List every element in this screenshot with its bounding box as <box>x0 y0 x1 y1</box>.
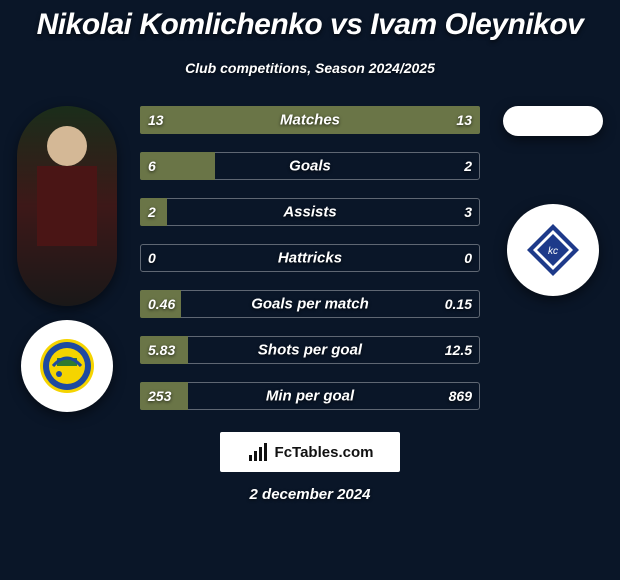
svg-text:kc: kc <box>548 246 558 257</box>
stat-label: Assists <box>140 204 480 221</box>
stat-label: Goals per match <box>140 296 480 313</box>
footer-brand: FcTables.com <box>220 432 400 472</box>
stat-label: Shots per goal <box>140 342 480 359</box>
stats-column: 13 Matches 13 6 Goals 2 2 Assists 3 <box>140 106 480 410</box>
stat-val-right: 12.5 <box>445 342 472 358</box>
stat-row-matches: 13 Matches 13 <box>140 106 480 134</box>
rostov-logo-icon <box>39 338 95 394</box>
bars-icon <box>247 441 269 463</box>
stat-label: Matches <box>140 112 480 129</box>
footer-brand-label: FcTables.com <box>275 444 374 461</box>
stat-label: Hattricks <box>140 250 480 267</box>
page-title: Nikolai Komlichenko vs Ivam Oleynikov <box>0 8 620 42</box>
stat-val-right: 869 <box>449 388 472 404</box>
club-logo-left <box>21 320 113 412</box>
stat-row-goals: 6 Goals 2 <box>140 152 480 180</box>
main-row: 13 Matches 13 6 Goals 2 2 Assists 3 <box>0 106 620 412</box>
stat-row-hattricks: 0 Hattricks 0 <box>140 244 480 272</box>
stat-val-right: 0 <box>464 250 472 266</box>
left-column <box>12 106 122 412</box>
player-photo-right <box>503 106 603 136</box>
stat-val-right: 0.15 <box>445 296 472 312</box>
right-column: kc <box>498 106 608 296</box>
stat-label: Min per goal <box>140 388 480 405</box>
stat-row-mpg: 253 Min per goal 869 <box>140 382 480 410</box>
footer-date: 2 december 2024 <box>0 486 620 503</box>
page-subtitle: Club competitions, Season 2024/2025 <box>0 60 620 76</box>
stat-row-spg: 5.83 Shots per goal 12.5 <box>140 336 480 364</box>
player-photo-left <box>17 106 117 306</box>
comparison-card: Nikolai Komlichenko vs Ivam Oleynikov Cl… <box>0 0 620 580</box>
club-logo-right: kc <box>507 204 599 296</box>
stat-val-right: 3 <box>464 204 472 220</box>
stat-row-gpm: 0.46 Goals per match 0.15 <box>140 290 480 318</box>
stat-val-right: 2 <box>464 158 472 174</box>
stat-row-assists: 2 Assists 3 <box>140 198 480 226</box>
stat-val-right: 13 <box>456 112 472 128</box>
krylia-logo-icon: kc <box>523 220 583 280</box>
stat-label: Goals <box>140 158 480 175</box>
